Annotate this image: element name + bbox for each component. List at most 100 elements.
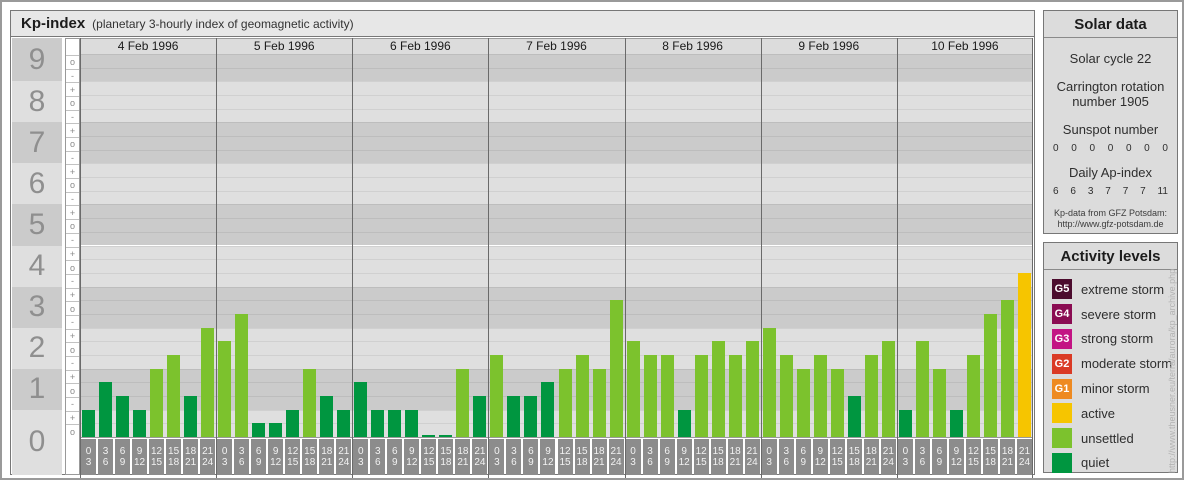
kp-grid-row	[80, 409, 1033, 424]
legend-item: active	[1052, 401, 1177, 426]
legend-chip-g5: G5	[1052, 279, 1072, 300]
time-slot-label: 12 15	[829, 438, 845, 475]
time-slot-label: 15 18	[846, 438, 862, 475]
y-axis-submark: -	[66, 396, 79, 411]
source-line2: http://www.gfz-potsdam.de	[1057, 219, 1164, 229]
time-slot-label: 12 15	[693, 438, 709, 475]
kp-grid-row	[80, 423, 1033, 437]
time-slot-label: 18 21	[863, 438, 879, 475]
sunspot-value: 0	[1125, 143, 1132, 154]
kp-bar	[915, 341, 929, 437]
sunspot-value: 0	[1144, 143, 1150, 154]
kp-grid-row	[80, 122, 1033, 137]
kp-bar	[405, 409, 419, 437]
kp-bar	[779, 354, 793, 437]
day-separator-line	[80, 38, 81, 478]
kp-grid-row	[80, 136, 1033, 150]
sunspot-heading: Sunspot number	[1062, 122, 1159, 137]
time-slot-label: 9 12	[948, 438, 964, 475]
kp-bar	[473, 395, 487, 437]
day-separator-line	[624, 38, 626, 478]
legend-chip	[1052, 452, 1072, 473]
kp-grid-row	[80, 395, 1033, 410]
kp-grid-row	[80, 341, 1033, 355]
kp-bar	[864, 354, 878, 437]
activity-levels-title: Activity levels	[1044, 243, 1177, 270]
day-separator-line	[1032, 38, 1033, 478]
time-slot-label: 15 18	[166, 438, 182, 475]
day-header-label: 10 Feb 1996	[931, 39, 999, 53]
time-slot-label: 18 21	[999, 438, 1015, 475]
kp-grid-row	[80, 231, 1033, 246]
kp-bar	[983, 313, 997, 437]
legend-label: unsettled	[1081, 430, 1134, 446]
time-slot-label: 12 15	[965, 438, 981, 475]
day-header-label: 8 Feb 1996	[662, 39, 723, 53]
time-slot-label: 9 12	[268, 438, 284, 475]
y-axis-submark: o	[66, 424, 79, 438]
y-axis-submark: o	[66, 342, 79, 356]
time-slot-label: 18 21	[319, 438, 335, 475]
time-slot-label: 9 12	[132, 438, 148, 475]
day-separator-line	[896, 38, 898, 478]
time-slot-label: 21 24	[880, 438, 896, 475]
kp-grid-row	[80, 300, 1033, 314]
kp-bar	[354, 382, 368, 437]
kp-bar	[303, 368, 317, 437]
kp-bar	[116, 395, 130, 437]
y-axis-submark: -	[66, 273, 79, 288]
kp-grid-row	[80, 67, 1033, 82]
time-slot-label: 21 24	[1016, 438, 1032, 475]
ap-value: 7	[1140, 186, 1146, 197]
y-axis-number: 7	[12, 122, 62, 164]
kp-bar	[1000, 300, 1014, 437]
y-axis-submark: -	[66, 355, 79, 370]
kp-grid-row	[80, 149, 1033, 164]
time-slot-label: 15 18	[438, 438, 454, 475]
kp-bar	[728, 354, 742, 437]
time-slot-label: 9 12	[540, 438, 556, 475]
kp-bar	[541, 382, 555, 437]
kp-bar	[847, 395, 861, 437]
kp-bar	[694, 354, 708, 437]
legend-label: quiet	[1081, 455, 1110, 471]
time-slot-label: 18 21	[183, 438, 199, 475]
y-axis-submark: o	[66, 55, 79, 69]
y-axis-number: 2	[12, 327, 62, 369]
chart-title-bar: Kp-index (planetary 3-hourly index of ge…	[11, 11, 1034, 37]
kp-bar	[643, 354, 657, 437]
y-axis-number: 6	[12, 163, 62, 205]
y-axis-submark: +	[66, 369, 79, 384]
y-axis-submark: +	[66, 410, 79, 425]
kp-bar	[762, 327, 776, 437]
time-slot-label: 12 15	[285, 438, 301, 475]
y-axis-submark: o	[66, 96, 79, 110]
solar-data-panel: Solar data Solar cycle 22 Carrington rot…	[1043, 10, 1178, 234]
kp-grid-row	[80, 259, 1033, 273]
kp-bar	[252, 423, 266, 437]
kp-grid-row	[80, 190, 1033, 205]
time-slot-label: 18 21	[727, 438, 743, 475]
kp-bar	[456, 368, 470, 437]
kp-bar	[966, 354, 980, 437]
y-axis-submark: o	[66, 383, 79, 397]
legend-list: G5 extreme storm G4 severe storm G3 strong st…	[1044, 270, 1177, 475]
solar-cycle: Solar cycle 22	[1069, 51, 1152, 66]
ap-heading: Daily Ap-index	[1068, 165, 1153, 180]
legend-chip	[1052, 403, 1072, 424]
legend-item: G1 minor storm	[1052, 376, 1177, 401]
time-slot-label: 18 21	[591, 438, 607, 475]
kp-bar	[626, 341, 640, 437]
kp-grid-row	[80, 286, 1033, 301]
ap-value: 6	[1070, 186, 1076, 197]
day-separator-line	[352, 38, 354, 478]
